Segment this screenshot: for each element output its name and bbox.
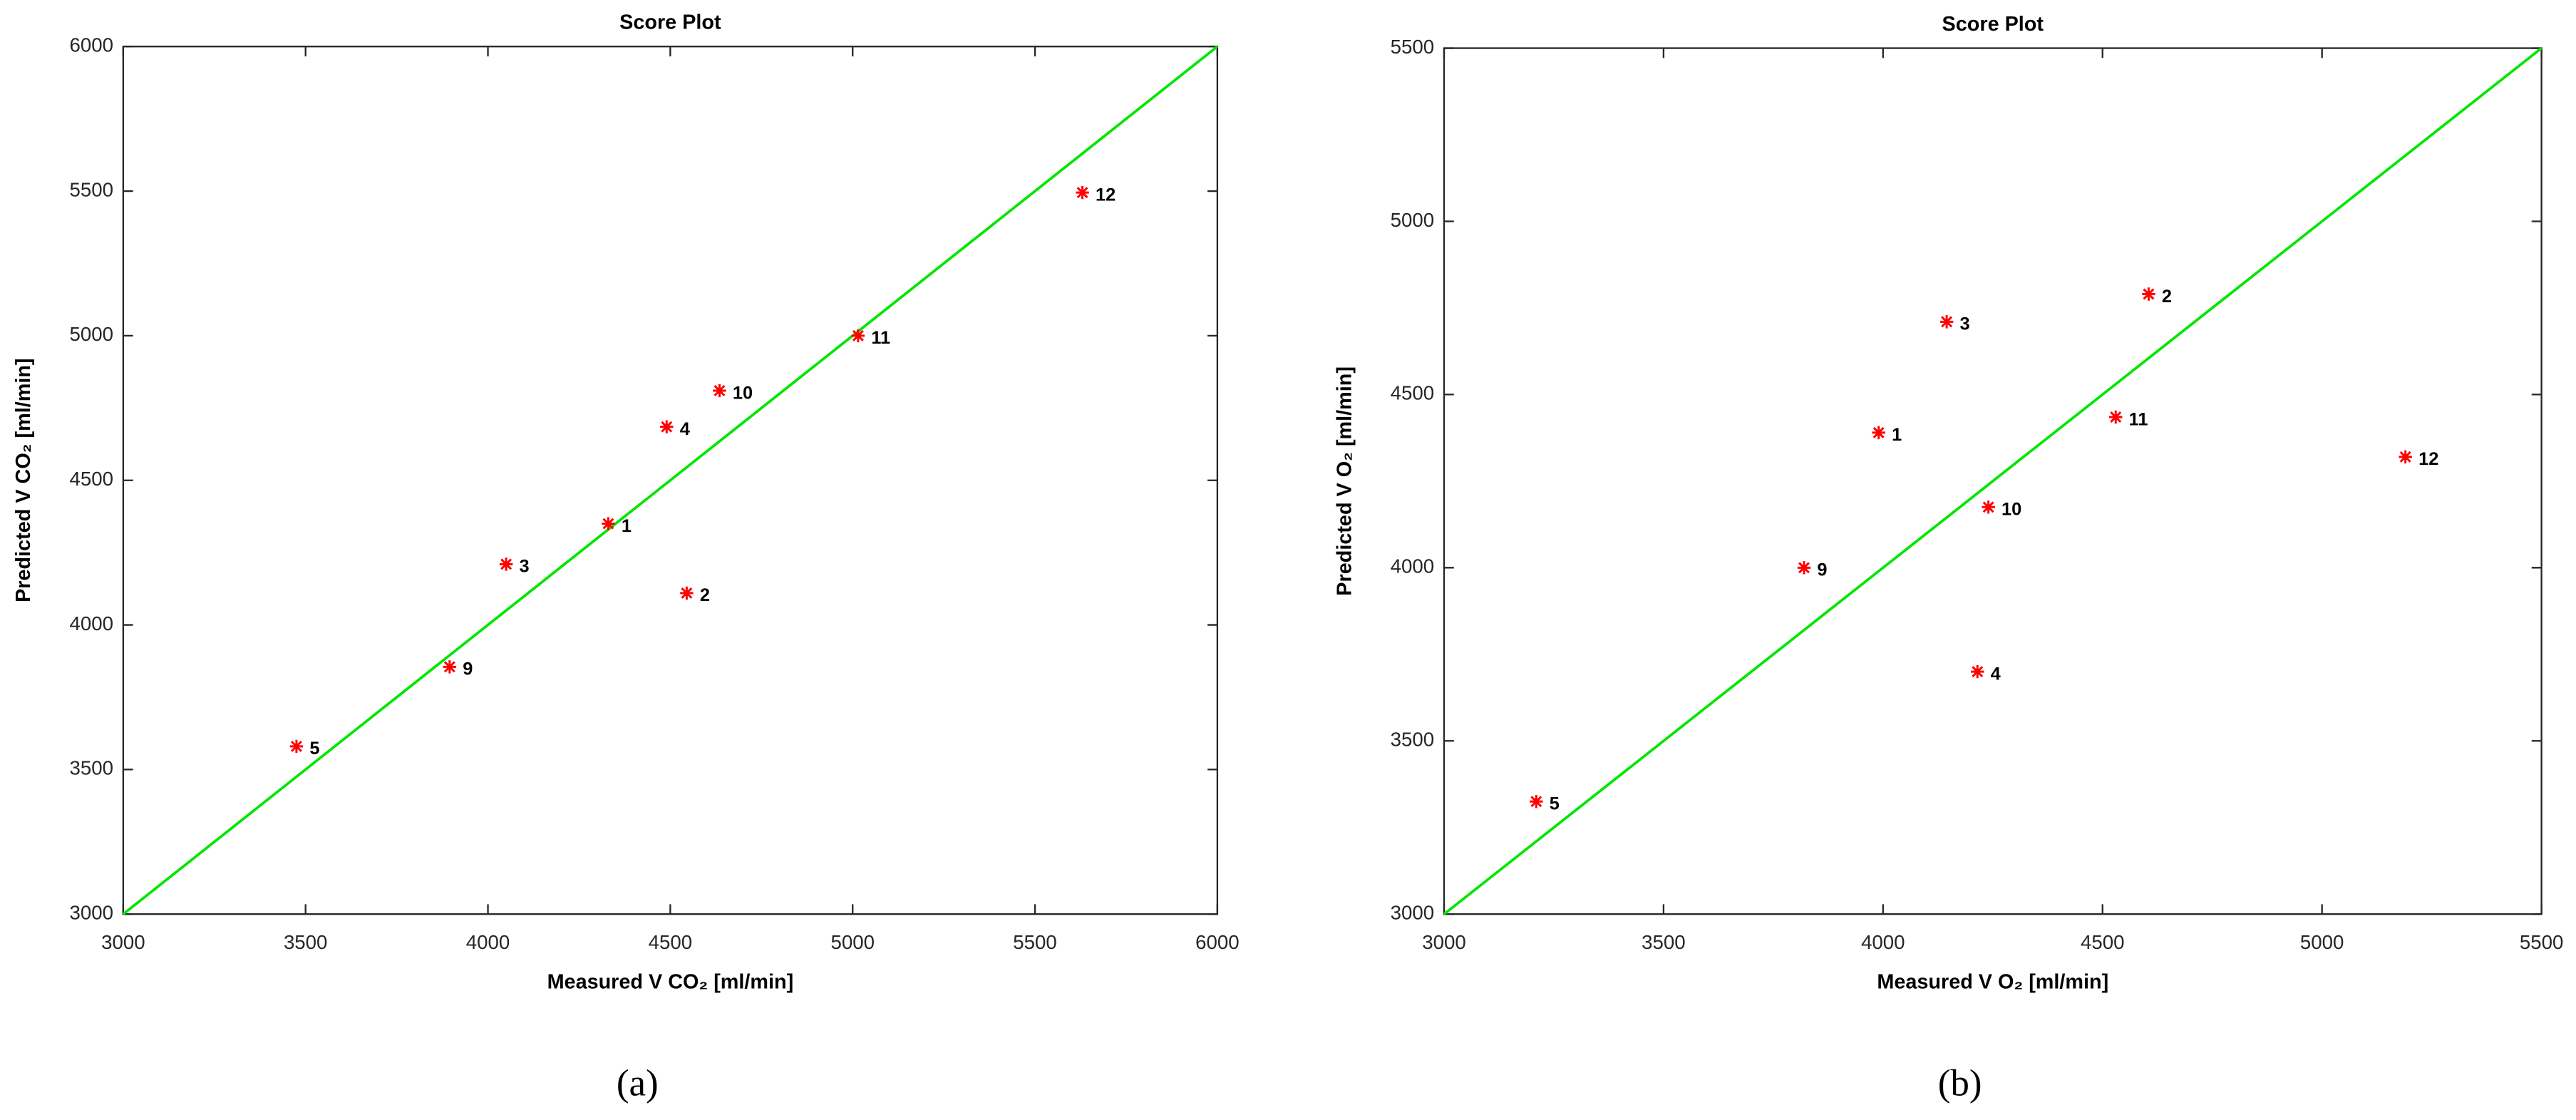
data-point [1872, 426, 1885, 440]
y-axis-label: Predicted V O₂ [ml/min] [1333, 366, 1356, 596]
y-tick-label: 5500 [1391, 36, 1435, 58]
data-point [2109, 410, 2123, 424]
point-label: 12 [1096, 185, 1116, 205]
data-point [660, 420, 674, 433]
y-tick-label: 5000 [1391, 209, 1435, 231]
chart-title: Score Plot [619, 11, 721, 34]
x-tick-label: 5500 [2520, 931, 2564, 953]
y-tick-label: 3000 [1391, 901, 1435, 923]
y-tick-label: 6000 [70, 34, 114, 56]
data-point [499, 558, 513, 571]
x-tick-label: 3500 [1642, 931, 1686, 953]
data-point [1076, 185, 1089, 200]
data-point [1971, 664, 1984, 679]
data-point [1797, 561, 1811, 575]
y-tick-label: 3000 [70, 901, 114, 923]
y-tick-label: 4500 [1391, 382, 1435, 404]
reference-line [1443, 47, 2542, 915]
point-label: 4 [1991, 664, 2001, 684]
point-label: 9 [463, 659, 473, 679]
reference-line [122, 45, 1219, 915]
x-tick-label: 3000 [101, 931, 145, 953]
point-label: 10 [2001, 500, 2021, 520]
point-label: 4 [680, 419, 690, 439]
y-tick-label: 4000 [70, 612, 114, 635]
y-tick-label: 3500 [1391, 729, 1435, 751]
data-point [443, 660, 457, 674]
point-label: 1 [622, 516, 632, 536]
data-point [1982, 500, 1995, 514]
data-point [289, 739, 304, 754]
point-label: 11 [871, 328, 890, 348]
data-point [2142, 287, 2155, 301]
chart-title: Score Plot [1942, 13, 2044, 36]
data-point [680, 586, 694, 600]
point-label: 2 [2162, 287, 2172, 307]
caption: (a) [617, 1062, 659, 1104]
point-label: 1 [1892, 425, 1902, 445]
data-point [1939, 315, 1954, 329]
caption: (b) [1938, 1062, 1982, 1104]
point-label: 3 [520, 557, 530, 577]
data-point [2399, 450, 2412, 464]
point-label: 3 [1960, 314, 1970, 334]
y-tick-label: 5000 [70, 323, 114, 345]
x-tick-label: 3000 [1422, 931, 1466, 953]
point-label: 12 [2418, 449, 2438, 469]
x-tick-label: 5000 [830, 931, 875, 953]
x-tick-label: 4500 [649, 931, 692, 953]
x-tick-label: 5000 [2300, 931, 2344, 953]
y-tick-label: 4000 [1391, 555, 1435, 577]
x-tick-label: 6000 [1195, 931, 1240, 953]
data-point [602, 517, 615, 530]
point-label: 11 [2129, 409, 2148, 429]
x-axis-label: Measured V CO₂ [ml/min] [547, 971, 794, 994]
x-tick-label: 4000 [466, 931, 510, 953]
y-tick-label: 4500 [70, 468, 114, 490]
point-label: 5 [309, 739, 319, 759]
data-point [851, 329, 865, 343]
x-tick-label: 4500 [2081, 931, 2125, 953]
data-point [713, 384, 726, 398]
point-label: 2 [700, 585, 710, 605]
point-label: 9 [1817, 560, 1827, 580]
x-tick-label: 3500 [284, 931, 328, 953]
x-axis-label: Measured V O₂ [ml/min] [1877, 971, 2108, 994]
point-label: 10 [733, 383, 753, 403]
y-axis-label: Predicted V CO₂ [ml/min] [12, 359, 35, 602]
y-tick-label: 5500 [70, 178, 114, 200]
x-tick-label: 4000 [1861, 931, 1905, 953]
data-point [1530, 795, 1543, 808]
x-tick-label: 5500 [1013, 931, 1057, 953]
y-tick-label: 3500 [70, 757, 114, 779]
point-label: 5 [1550, 794, 1560, 814]
